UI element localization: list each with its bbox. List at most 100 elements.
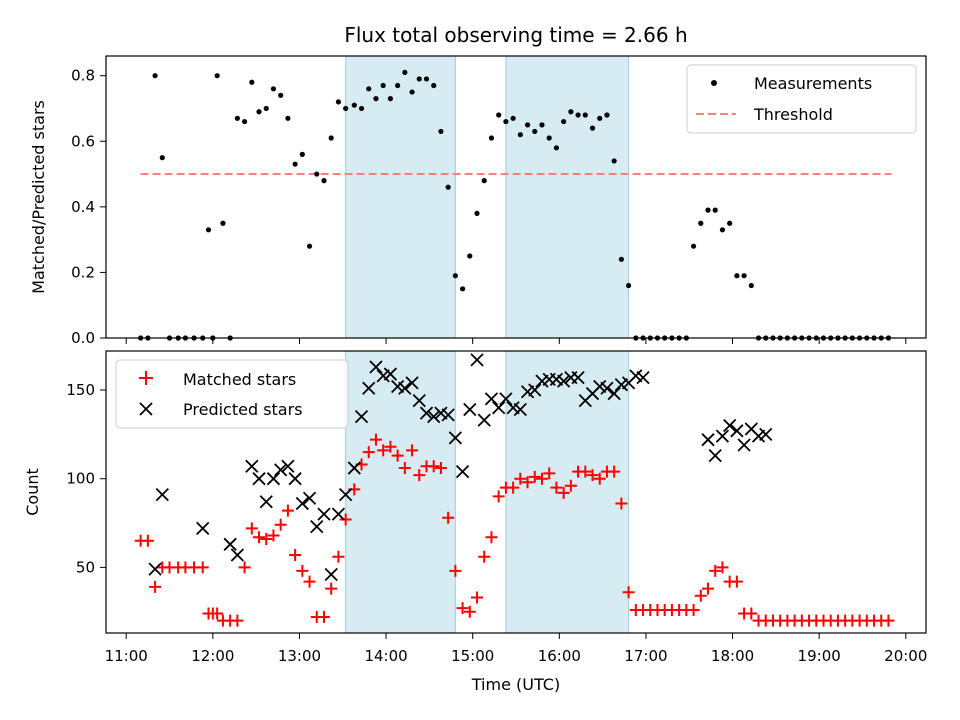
matched-star-point [238, 561, 251, 574]
measurement-point [517, 132, 523, 138]
predicted-star-point [455, 464, 470, 479]
x-tick-label: 19:00 [798, 647, 841, 665]
matched-star-point [384, 440, 397, 453]
measurement-point [748, 282, 754, 289]
bottom-axes-frame [105, 350, 927, 634]
predicted-star-point [723, 418, 737, 433]
bottom-y-tick-label: 150 [66, 381, 95, 399]
matched-star-point [325, 582, 338, 595]
matched-star-point [485, 531, 498, 544]
measurement-point [423, 76, 430, 82]
matched-star-point [303, 575, 316, 588]
measurement-point [510, 115, 516, 121]
bottom-y-tick-label: 100 [66, 470, 95, 488]
predicted-star-point [730, 424, 744, 438]
matched-star-point [514, 472, 527, 485]
matched-star-point [622, 586, 635, 599]
matched-star-point [427, 460, 440, 473]
measurement-point [256, 109, 262, 115]
matched-star-point [434, 462, 447, 475]
bottom-shaded-intervals [345, 351, 630, 633]
measurement-point [626, 282, 632, 289]
matched-star-point [267, 529, 280, 542]
matched-star-point [260, 533, 273, 545]
measurement-point [380, 82, 386, 89]
measurement-point [452, 273, 458, 279]
matched-star-point [882, 614, 895, 627]
predicted-star-point [470, 353, 484, 367]
measurement-point [292, 161, 298, 167]
matched-star-point [211, 607, 224, 620]
measurement-point [335, 99, 342, 105]
matched-star-point [543, 467, 556, 480]
matched-star-point [687, 603, 700, 616]
matched-star-point [535, 472, 548, 485]
top-shaded-intervals [345, 56, 630, 338]
predicted-star-point [448, 431, 463, 445]
measurement-point [438, 128, 444, 135]
measurement-point [568, 109, 574, 115]
bottom-y-tick-label: 50 [76, 558, 95, 576]
matched-star-point [463, 605, 476, 618]
measurement-point [532, 128, 538, 135]
matched-star-point [521, 476, 534, 489]
top-y-tick-label: 0.4 [71, 198, 95, 216]
predicted-star-point [354, 409, 369, 424]
measurements-legend-marker [711, 80, 717, 86]
matched-star-point [245, 522, 258, 535]
predicted-star-point [295, 496, 309, 511]
top-legend: Measurements Threshold [686, 64, 917, 134]
predicted-star-point [405, 376, 419, 390]
measurements-series [138, 69, 892, 341]
top-shaded-interval-1 [345, 56, 456, 338]
measurement-point [445, 184, 451, 190]
predicted-star-point [383, 367, 398, 381]
measurement-point [366, 86, 372, 92]
bottom-legend: Matched stars Predicted stars [115, 359, 349, 429]
matched-star-point [745, 607, 758, 620]
matched-star-point [709, 564, 722, 577]
matched-star-point [557, 486, 570, 499]
predicted-star-point [737, 438, 751, 452]
matched-star-point [694, 589, 707, 602]
predicted-star-point [259, 495, 273, 509]
measurement-point [575, 112, 581, 118]
matched-star-point [253, 531, 266, 544]
measurement-point [712, 207, 718, 213]
predicted-star-point [484, 392, 499, 406]
predicted-star-point [196, 521, 210, 535]
matched-star-point [231, 614, 244, 627]
top-legend-box [686, 64, 917, 134]
measurement-point [409, 89, 415, 95]
predicted-star-point [331, 507, 346, 521]
predicted-star-point [148, 562, 162, 576]
matched-stars-series [134, 433, 895, 627]
top-axes-frame [105, 55, 927, 339]
measurement-point [306, 243, 313, 249]
matched-star-point [274, 518, 287, 531]
predicted-stars-legend-label: Predicted stars [183, 400, 303, 419]
measurement-point [481, 178, 487, 184]
measurement-point [496, 112, 502, 118]
matched-star-point [608, 465, 621, 478]
predicted-star-point [266, 472, 281, 486]
measurement-point [618, 256, 624, 262]
matched-star-point [339, 513, 352, 526]
matched-star-point [296, 564, 309, 577]
predicted-star-point [288, 472, 302, 486]
measurement-point [503, 118, 509, 125]
matched-star-point [449, 564, 462, 577]
top-y-tick-label: 0.0 [71, 329, 95, 347]
matched-star-point [317, 611, 330, 624]
bottom-shaded-interval-1 [345, 351, 456, 633]
matched-star-point [492, 490, 505, 503]
measurement-point [524, 122, 531, 128]
measurement-point [343, 105, 349, 112]
predicted-star-point [419, 406, 434, 420]
predicted-star-point [759, 427, 773, 441]
x-tick-label: 11:00 [105, 647, 148, 665]
predicted-star-point [477, 413, 491, 427]
predicted-star-point [317, 507, 331, 521]
matched-star-point [362, 446, 375, 459]
